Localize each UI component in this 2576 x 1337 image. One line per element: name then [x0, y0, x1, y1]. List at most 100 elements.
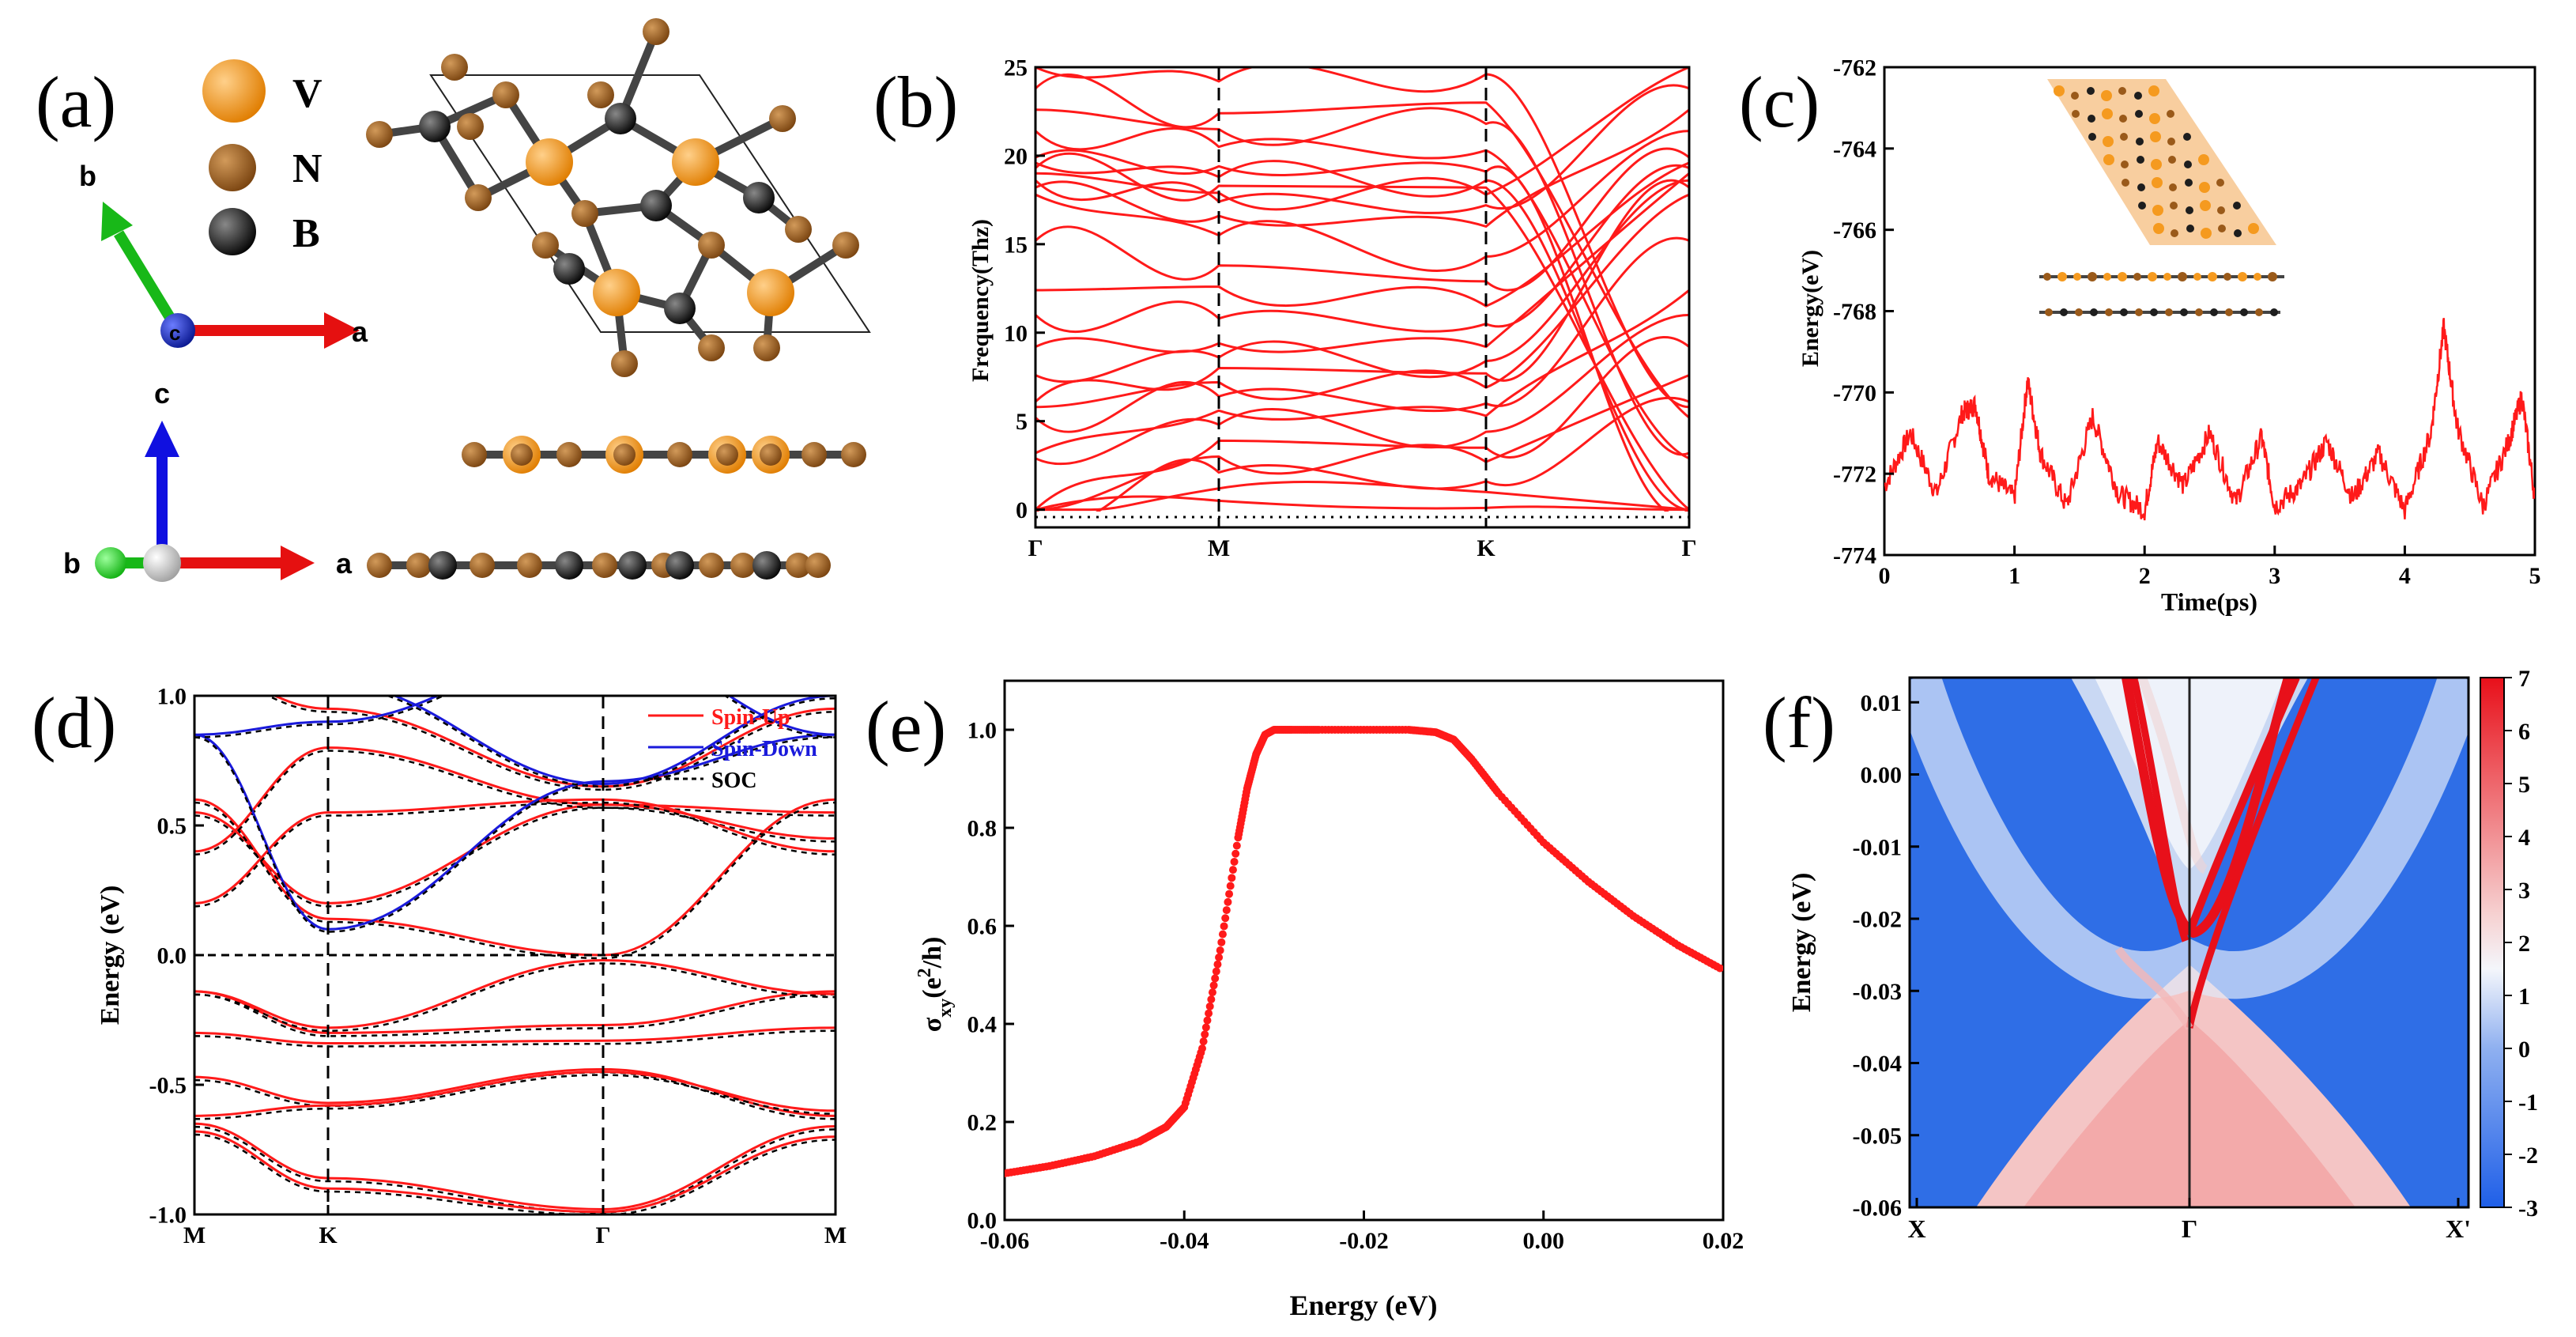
- colorbar-tick-label: 7: [2518, 666, 2530, 692]
- panel-e: (e) 0.0 0.2 0.4 0.6 0.8 1.0 -0.06 -0.04 -0.02 0.…: [866, 679, 1744, 1321]
- y-axis-label: σxy(e2/h): [915, 937, 956, 1033]
- acoustic-branch: [1035, 480, 1689, 512]
- inset-atom: [2167, 110, 2174, 118]
- inset-atom: [2185, 179, 2193, 187]
- inset-atom: [2195, 308, 2203, 316]
- inset-atom: [2045, 308, 2053, 316]
- inset-atom: [2208, 272, 2217, 281]
- inset-atom: [2057, 272, 2067, 281]
- inset-atom: [2169, 183, 2177, 191]
- y-tick-label: -774: [1833, 543, 1876, 569]
- legend-b-atom: [209, 208, 256, 255]
- inset-atom: [2254, 273, 2261, 281]
- colorbar-tick-label: 1: [2518, 984, 2530, 1010]
- x-tick-label: 0.00: [1523, 1228, 1565, 1254]
- electronic-band: [194, 696, 835, 738]
- kpoint-tick-label: M: [1208, 535, 1230, 561]
- energy-series: [1884, 318, 2535, 521]
- y-axis-label: Frequency(Thz): [967, 219, 994, 382]
- inset-atom: [2233, 202, 2241, 210]
- inset-atom: [2148, 272, 2157, 281]
- inset-atom: [2167, 138, 2175, 145]
- ahc-point: [1715, 964, 1723, 973]
- electronic-band: [194, 1071, 835, 1117]
- axis-a-label-bottom: a: [336, 547, 353, 580]
- electronic-band: [194, 801, 835, 908]
- inset-atom: [2121, 161, 2129, 168]
- ahc-point: [1228, 874, 1236, 882]
- phonon-branch: [1035, 73, 1689, 419]
- y-tick-label: -770: [1833, 380, 1876, 406]
- inset-atom: [2073, 273, 2081, 281]
- axis-b-label-top: b: [79, 160, 96, 192]
- x-ticks: -0.06 -0.04 -0.02 0.00 0.02: [980, 1210, 1744, 1254]
- phonon-branch: [1035, 236, 1689, 433]
- inset-atom: [2120, 308, 2128, 316]
- inset-atom: [2071, 92, 2079, 100]
- inset-atom: [2186, 225, 2194, 232]
- inset-atom: [2102, 108, 2113, 119]
- inset-atom: [2186, 206, 2193, 214]
- panel-a-label: (a): [36, 62, 116, 142]
- inset-atom: [2168, 156, 2176, 164]
- ahc-point: [1208, 988, 1216, 997]
- electronic-band: [194, 750, 835, 855]
- panel-d: (d) 1.0 0.5 0.0 -0.5 -1.0 M K Γ M Energy (eV) S…: [32, 682, 847, 1248]
- ahc-point: [1197, 1044, 1206, 1052]
- legend: Spin-Up Spin-Down SOC: [648, 705, 817, 793]
- y-tick-label: -768: [1833, 299, 1876, 325]
- inset-atom: [2216, 179, 2224, 187]
- ahc-point: [1218, 930, 1227, 939]
- electronic-bands: [194, 696, 835, 1214]
- y-tick-label: 0.8: [967, 816, 998, 842]
- legend-soc: SOC: [711, 769, 757, 793]
- y-tick-label: 1.0: [157, 684, 187, 710]
- electronic-band: [194, 1125, 835, 1214]
- inset-atom: [2148, 85, 2159, 96]
- x-tick-label: 3: [2269, 563, 2280, 589]
- electronic-band: [194, 798, 835, 957]
- inset-atom: [2133, 273, 2141, 281]
- x-tick-label: 0: [1879, 563, 1891, 589]
- kpoint-tick-label: X: [1907, 1214, 1925, 1243]
- kpoint-tick-label: Γ: [2182, 1214, 2197, 1243]
- inset-atom: [2153, 223, 2164, 234]
- inset-atom: [2183, 133, 2191, 141]
- panel-b-label: (b): [873, 62, 958, 142]
- y-tick-label: 0.2: [967, 1110, 998, 1136]
- axis-c-label-bottom: c: [154, 377, 170, 410]
- energy-trace: [1884, 318, 2535, 521]
- inset-atom: [2137, 156, 2144, 164]
- inset-atom: [2178, 272, 2187, 281]
- inset-atom: [2088, 133, 2096, 141]
- electronic-band: [194, 746, 835, 853]
- inset-atom: [2135, 308, 2143, 316]
- inset-atom: [2072, 110, 2080, 118]
- inset-atom: [2137, 183, 2145, 191]
- legend-v-atom: [202, 59, 266, 123]
- inset-atom: [2075, 308, 2083, 316]
- y-tick-label: 10: [1004, 320, 1028, 346]
- axis-b-label-bottom: b: [63, 547, 81, 580]
- inset-atom: [2270, 308, 2278, 316]
- inset-atom: [2248, 223, 2259, 234]
- inset-atom: [2201, 228, 2212, 239]
- ahc-point: [1201, 1030, 1209, 1039]
- y-ticks: 0.01 0.00 -0.01 -0.02 -0.03 -0.04 -0.05 -0.06: [1853, 690, 1919, 1222]
- y-ticks: 0 5 10 15 20 25: [1004, 55, 1045, 523]
- ahc-point: [1213, 960, 1222, 969]
- plot-frame: [1034, 66, 1691, 529]
- ahc-point: [1207, 995, 1216, 1003]
- inset-atom: [2193, 273, 2201, 281]
- inset-atom: [2225, 308, 2233, 316]
- panel-f: (f) 0.01 0.00 -0.01 -0.02 -0.03 -0.04 -0.05 -0.…: [1763, 666, 2538, 1243]
- inset-atom: [2234, 229, 2242, 237]
- y-ticks: 0.0 0.2 0.4 0.6 0.8 1.0: [967, 718, 1014, 1234]
- panel-b: (b) 0 5 10 15 20 25 Γ M K Γ Frequency(Thz): [873, 55, 1697, 562]
- ahc-point: [1211, 974, 1220, 983]
- inset-atom: [2118, 272, 2127, 281]
- inset-atom: [2119, 115, 2127, 123]
- phonon-branch: [1035, 374, 1689, 512]
- inset-atom: [2218, 225, 2226, 232]
- inset-atom: [2198, 154, 2209, 165]
